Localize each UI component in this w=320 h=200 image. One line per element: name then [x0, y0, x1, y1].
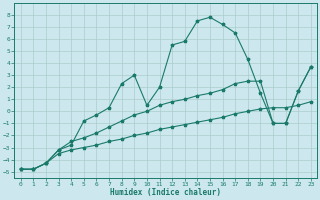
X-axis label: Humidex (Indice chaleur): Humidex (Indice chaleur) [110, 188, 221, 197]
